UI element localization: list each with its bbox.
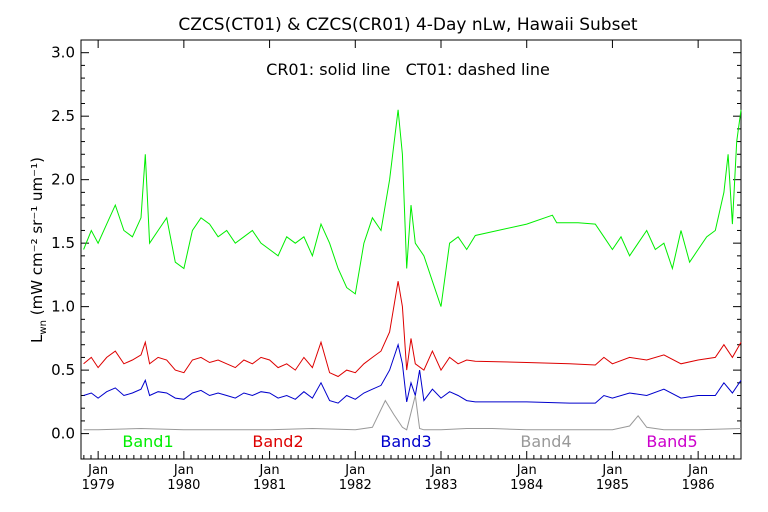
y-axis: 0.0 0.5 1.0 1.5 2.0 2.5 3.0	[51, 44, 741, 443]
legend-item-band4: Band4	[520, 432, 571, 451]
series-line-band1	[83, 109, 742, 307]
x-tick-month: Jan	[87, 463, 108, 478]
x-tick-year: 1982	[339, 478, 372, 493]
y-tick-label: 0.5	[51, 361, 75, 379]
x-tick-year: 1984	[510, 478, 543, 493]
y-tick-label: 3.0	[51, 44, 75, 62]
x-tick-year: 1980	[167, 478, 200, 493]
legend-item-band2: Band2	[252, 432, 303, 451]
x-tick-month: Jan	[687, 463, 708, 478]
y-axis-label-units: (mW cm⁻² sr⁻¹ um⁻¹)	[28, 157, 46, 315]
x-tick-month: Jan	[430, 463, 451, 478]
x-tick-year: 1985	[596, 478, 629, 493]
series-lines	[83, 109, 742, 431]
legend-item-band3: Band3	[380, 432, 431, 451]
x-axis: Jan1979Jan1980Jan1981Jan1982Jan1983Jan19…	[82, 40, 742, 493]
series-line-band4	[83, 395, 742, 431]
x-tick-month: Jan	[259, 463, 280, 478]
x-tick-year: 1983	[424, 478, 457, 493]
x-tick-month: Jan	[173, 463, 194, 478]
x-tick-year: 1981	[253, 478, 286, 493]
y-tick-label: 2.0	[51, 171, 75, 189]
series-line-band2	[83, 281, 742, 378]
x-tick-month: Jan	[601, 463, 622, 478]
x-tick-month: Jan	[344, 463, 365, 478]
series-line-band3	[83, 342, 742, 404]
y-axis-label: Lwn (mW cm⁻² sr⁻¹ um⁻¹)	[28, 157, 49, 343]
svg-text:Lwn (mW cm⁻² sr⁻¹ um⁻¹): Lwn (mW cm⁻² sr⁻¹ um⁻¹)	[28, 157, 49, 343]
y-tick-label: 1.0	[51, 298, 75, 316]
chart-title: CZCS(CT01) & CZCS(CR01) 4-Day nLw, Hawai…	[178, 15, 637, 35]
x-tick-year: 1986	[682, 478, 715, 493]
legend: Band1 Band2 Band3 Band4 Band5	[122, 432, 697, 451]
legend-item-band5: Band5	[646, 432, 697, 451]
y-axis-label-main: L	[28, 334, 46, 343]
y-axis-label-subscript: wn	[38, 320, 49, 335]
plot-frame	[80, 39, 742, 460]
y-tick-label: 0.0	[51, 425, 75, 443]
line-style-annotation: CR01: solid line CT01: dashed line	[266, 60, 550, 79]
x-tick-month: Jan	[516, 463, 537, 478]
x-tick-year: 1979	[82, 478, 115, 493]
y-tick-label: 2.5	[51, 107, 75, 125]
y-tick-label: 1.5	[51, 234, 75, 252]
legend-item-band1: Band1	[122, 432, 173, 451]
